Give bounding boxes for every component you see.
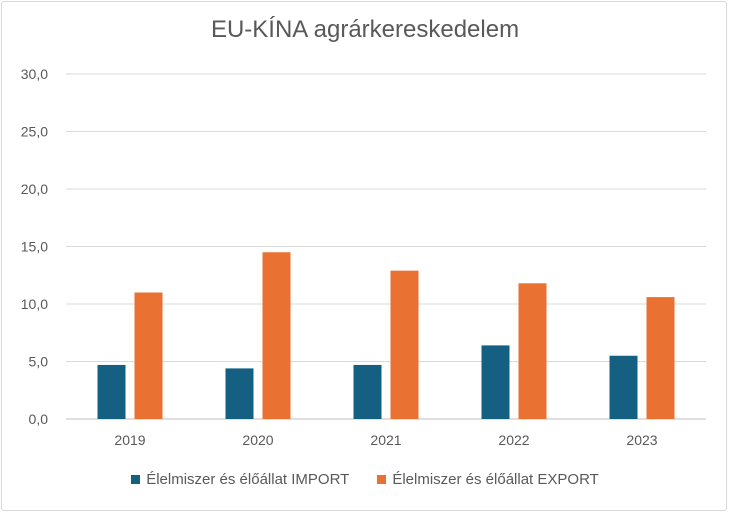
y-tick-label: 30,0 (21, 66, 48, 82)
y-axis-ticks: 0,0 5,0 10,0 15,0 20,0 25,0 30,0 (21, 66, 48, 427)
gridlines (66, 73, 706, 420)
bar-import-2021 (353, 364, 382, 419)
bar-export-2021 (390, 270, 419, 419)
x-tick-label: 2022 (498, 432, 529, 448)
bar-import-2020 (225, 368, 254, 419)
bar-export-2022 (518, 283, 547, 419)
bar-import-2019 (97, 364, 126, 419)
y-tick-label: 15,0 (21, 239, 48, 255)
bar-export-2020 (262, 252, 291, 419)
x-tick-label: 2023 (626, 432, 657, 448)
x-axis-ticks: 2019 2020 2021 2022 2023 (114, 432, 657, 448)
bar-export-2019 (134, 292, 163, 419)
legend-item-import: Élelmiszer és élőállat IMPORT (131, 471, 349, 488)
bar-import-2023 (609, 355, 638, 419)
y-tick-label: 25,0 (21, 124, 48, 140)
x-tick-label: 2019 (114, 432, 145, 448)
legend-label-import: Élelmiszer és élőállat IMPORT (146, 471, 350, 488)
bar-export-2023 (646, 297, 675, 419)
y-tick-label: 5,0 (29, 354, 49, 370)
bar-import-2022 (481, 345, 510, 419)
legend: Élelmiszer és élőállat IMPORT Élelmiszer… (0, 471, 730, 488)
x-tick-label: 2021 (370, 432, 401, 448)
legend-swatch-export (377, 475, 387, 484)
chart-title: EU-KÍNA agrárkereskedelem (210, 16, 520, 43)
bars (97, 252, 675, 419)
y-tick-label: 0,0 (29, 411, 49, 427)
x-tick-label: 2020 (242, 432, 273, 448)
legend-swatch-import (131, 475, 141, 484)
y-tick-label: 20,0 (21, 181, 48, 197)
legend-label-export: Élelmiszer és élőállat EXPORT (392, 471, 599, 488)
legend-item-export: Élelmiszer és élőállat EXPORT (377, 471, 599, 488)
y-tick-label: 10,0 (21, 296, 48, 312)
